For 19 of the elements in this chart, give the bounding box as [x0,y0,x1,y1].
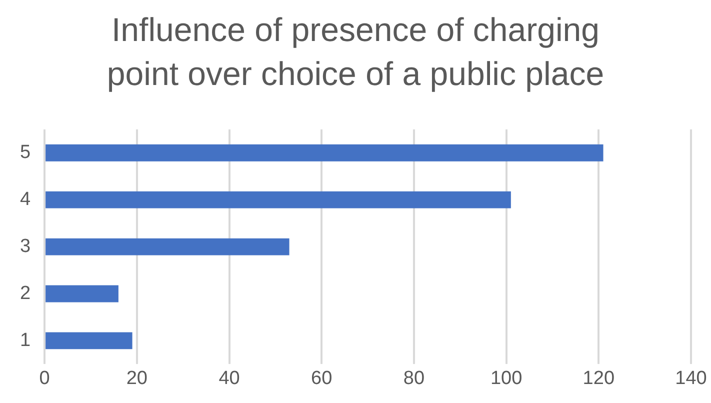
bar [46,144,604,162]
y-tick-label: 1 [20,330,31,351]
y-tick-label: 2 [20,282,31,304]
x-tick-label: 100 [490,368,522,389]
x-tick-label: 140 [675,368,707,389]
x-tick-label: 20 [126,368,148,389]
y-tick-label: 5 [20,142,31,164]
x-tick-label: 120 [582,368,615,389]
bar [46,191,511,208]
x-tick-label: 60 [311,368,332,389]
bar [46,332,132,350]
y-tick-label: 4 [20,189,31,210]
bar [46,285,118,302]
x-tick-label: 80 [403,368,425,389]
x-tick-label: 0 [39,368,50,389]
bar [46,238,290,256]
x-tick-label: 40 [218,368,240,389]
chart-title: Influence of presence of charging point over choice of a public place [106,10,606,94]
y-tick-label: 3 [20,236,31,258]
